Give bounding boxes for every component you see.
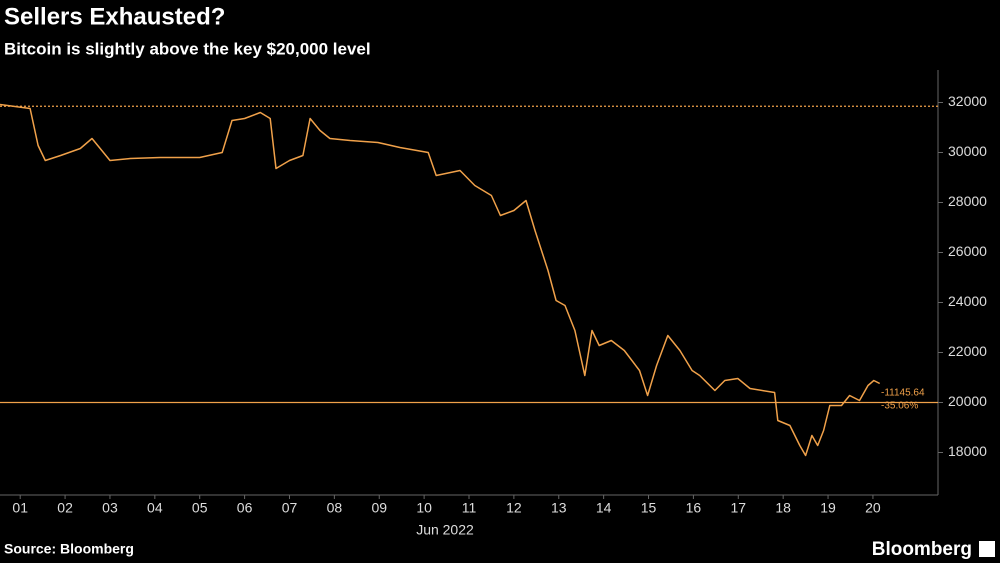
x-tick-label: 05 (192, 500, 208, 516)
chart-title: Sellers Exhausted? (4, 3, 225, 30)
y-tick-label: 32000 (948, 93, 987, 109)
x-tick-label: 10 (416, 500, 432, 516)
y-tick-label: 22000 (948, 343, 987, 359)
chart-subtitle: Bitcoin is slightly above the key $20,00… (4, 39, 371, 58)
x-tick-label: 13 (551, 500, 567, 516)
annotation: -35.06% (881, 401, 918, 412)
x-tick-label: 07 (282, 500, 298, 516)
x-tick-label: 14 (596, 500, 612, 516)
x-tick-label: 01 (12, 500, 28, 516)
price-line (0, 103, 881, 457)
x-tick-label: 02 (57, 500, 73, 516)
x-tick-label: 06 (237, 500, 253, 516)
y-tick-label: 18000 (948, 443, 987, 459)
x-tick-label: 20 (865, 500, 881, 516)
x-tick-label: 17 (730, 500, 746, 516)
y-tick-label: 20000 (948, 393, 987, 409)
x-tick-label: 12 (506, 500, 522, 516)
x-tick-label: 11 (462, 500, 477, 516)
x-tick-label: 04 (147, 500, 163, 516)
source: Source: Bloomberg (4, 541, 134, 557)
y-tick-label: 28000 (948, 193, 987, 209)
x-axis-label: Jun 2022 (416, 522, 474, 538)
brand-icon (979, 541, 995, 557)
x-tick-label: 18 (775, 500, 791, 516)
x-tick-label: 19 (820, 500, 836, 516)
x-tick-label: 03 (102, 500, 118, 516)
y-tick-label: 30000 (948, 143, 987, 159)
x-tick-label: 09 (371, 500, 387, 516)
annotation: -11145.64 (881, 388, 925, 399)
x-tick-label: 15 (641, 500, 657, 516)
brand: Bloomberg (872, 539, 972, 560)
x-tick-label: 08 (327, 500, 343, 516)
x-tick-label: 16 (686, 500, 702, 516)
y-tick-label: 26000 (948, 243, 987, 259)
y-tick-label: 24000 (948, 293, 987, 309)
